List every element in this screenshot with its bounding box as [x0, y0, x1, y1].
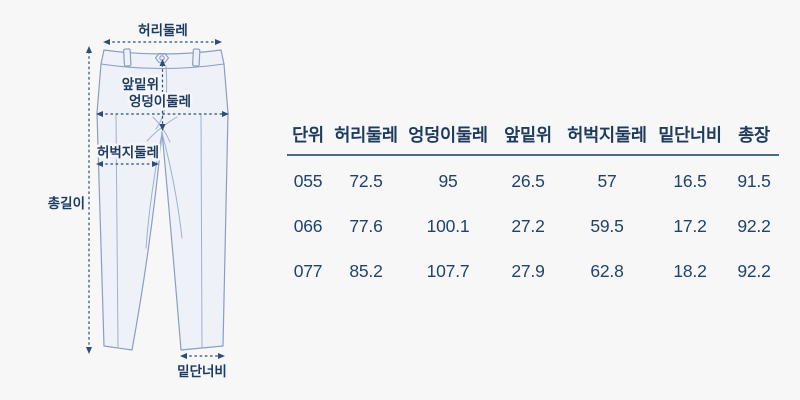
waist-arrow-left: [103, 39, 110, 45]
size-table: 단위 허리둘레 엉덩이둘레 앞밑위 허벅지둘레 밑단너비 총장 055 72.5…: [287, 114, 779, 291]
front-rise-label: 앞밑위: [122, 77, 159, 92]
front-rise-arrow-bottom: [159, 124, 166, 131]
drape-fold-right: [161, 132, 183, 239]
total-length-label: 총길이: [48, 195, 85, 211]
size-cell: 62.8: [590, 261, 624, 281]
size-cell: 72.5: [349, 171, 383, 191]
column-header-thigh: 허벅지둘레: [563, 114, 651, 156]
total-length-arrow-top: [86, 46, 92, 53]
hem-arrow-right: [218, 353, 225, 359]
total-length-arrow-bottom: [86, 347, 92, 354]
waistband-seam: [100, 63, 225, 70]
size-cell: 27.9: [511, 261, 545, 281]
size-cell: 92.2: [737, 261, 771, 281]
column-header-front-rise: 앞밑위: [493, 114, 563, 156]
size-table-header-row: 단위 허리둘레 엉덩이둘레 앞밑위 허벅지둘레 밑단너비 총장: [287, 114, 779, 156]
size-row-077: 077 85.2 107.7 27.9 62.8 18.2 92.2: [287, 246, 779, 291]
size-cell: 17.2: [673, 216, 707, 236]
column-header-waist: 허리둘레: [329, 114, 403, 156]
size-cell: 18.2: [673, 261, 707, 281]
size-cell: 91.5: [737, 171, 771, 191]
thigh-arrow-left: [96, 161, 103, 167]
size-cell: 26.5: [511, 171, 545, 191]
column-header-unit: 단위: [287, 114, 329, 156]
belt-loop-right: [192, 48, 201, 67]
waist-arrow-right: [215, 39, 222, 45]
size-cell: 95: [438, 171, 458, 191]
size-cell: 27.2: [511, 216, 545, 236]
front-rise-arrow-top: [159, 59, 166, 66]
hip-arrow-right: [222, 111, 229, 117]
waist-button: [154, 52, 170, 64]
column-header-hip: 엉덩이둘레: [403, 114, 493, 156]
size-cell: 85.2: [349, 261, 383, 281]
left-leg-crease: [115, 113, 119, 348]
belt-loop-left: [123, 48, 132, 67]
size-cell: 57: [597, 171, 617, 191]
size-cell: 077: [293, 261, 323, 281]
size-row-055: 055 72.5 95 26.5 57 16.5 91.5: [287, 155, 779, 201]
right-leg-crease: [200, 113, 203, 349]
pants-diagram: 허리둘레 총길이 앞밑위 엉덩이둘레 허벅지둘레: [0, 0, 270, 400]
size-cell: 107.7: [426, 261, 470, 281]
column-header-length: 총장: [729, 114, 779, 156]
size-cell: 100.1: [426, 216, 470, 236]
thigh-label: 허벅지둘레: [97, 144, 159, 160]
drape-fold-left: [145, 132, 163, 249]
size-cell: 066: [293, 216, 323, 236]
hem-width-label: 밑단너비: [177, 363, 227, 379]
size-row-066: 066 77.6 100.1 27.2 59.5 17.2 92.2: [287, 201, 779, 246]
pants-body-shape: [96, 49, 229, 351]
size-cell: 59.5: [590, 216, 624, 236]
hip-arrow-left: [96, 111, 103, 117]
thigh-arrow-right: [152, 161, 159, 167]
waist-label: 허리둘레: [138, 22, 188, 38]
size-cell: 16.5: [673, 171, 707, 191]
hem-arrow-left: [180, 353, 187, 359]
size-cell: 77.6: [349, 216, 383, 236]
size-cell: 92.2: [737, 216, 771, 236]
pants-diagram-svg: 허리둘레 총길이 앞밑위 엉덩이둘레 허벅지둘레: [45, 20, 229, 382]
hip-label: 엉덩이둘레: [129, 93, 191, 109]
size-cell: 055: [293, 171, 323, 191]
column-header-hem: 밑단너비: [651, 114, 729, 156]
fly-seam: [155, 65, 168, 130]
